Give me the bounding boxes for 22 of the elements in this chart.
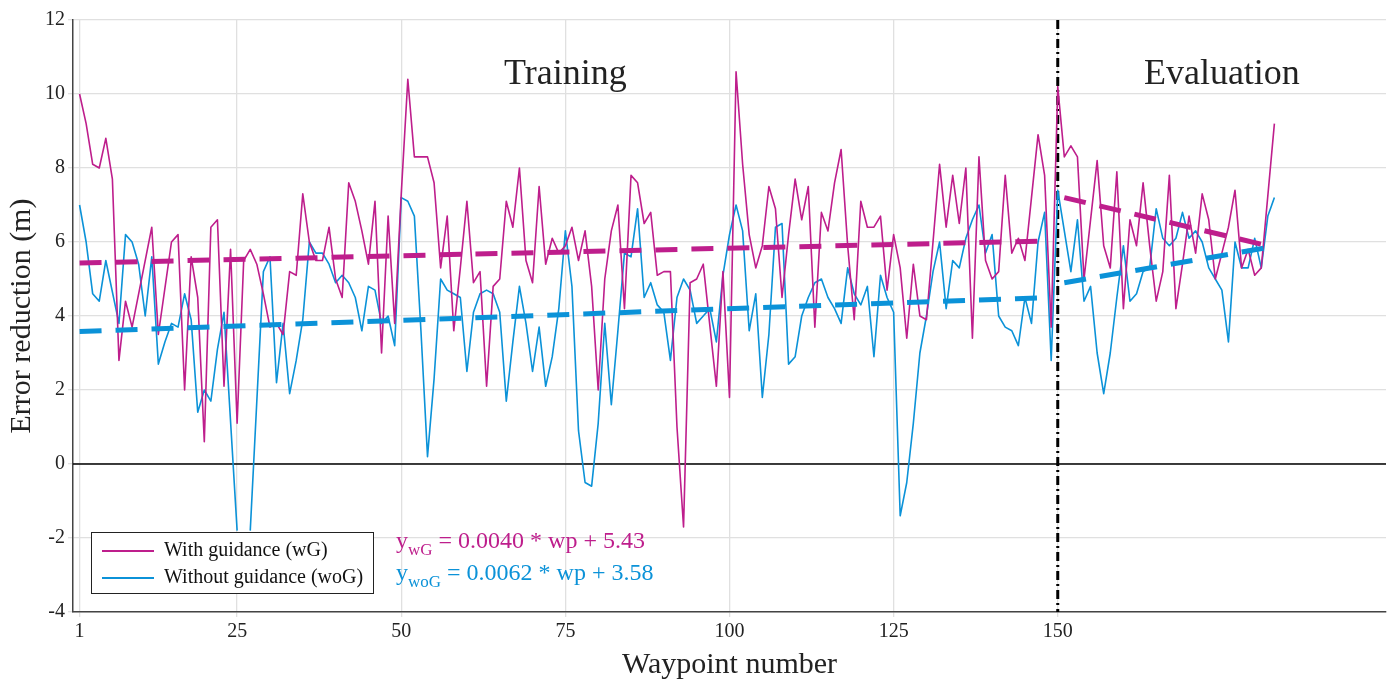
y-tick-label: 8 <box>55 155 65 178</box>
y-tick-label: 0 <box>55 451 65 474</box>
y-tick-label: -4 <box>48 599 65 622</box>
y-axis-title: Error reduction (m) <box>2 198 37 434</box>
annotation: Evaluation <box>1143 52 1300 93</box>
x-tick-label: 50 <box>391 619 412 642</box>
y-tick-label: 12 <box>45 7 65 30</box>
legend-label: Without guidance (woG) <box>164 565 364 587</box>
x-tick-label: 150 <box>1042 619 1073 642</box>
annotation: Training <box>504 52 627 93</box>
x-tick-label: 25 <box>227 619 248 642</box>
x-tick-label: 100 <box>714 619 745 642</box>
x-axis-title: Waypoint number <box>621 645 838 679</box>
legend-label: With guidance (wG) <box>164 538 328 560</box>
y-tick-label: 4 <box>55 303 65 326</box>
y-tick-label: -2 <box>48 525 65 548</box>
x-tick-label: 75 <box>555 619 576 642</box>
x-tick-label: 1 <box>74 619 85 642</box>
y-tick-label: 10 <box>45 81 65 104</box>
x-tick-label: 125 <box>878 619 909 642</box>
y-tick-label: 2 <box>55 377 65 400</box>
y-tick-label: 6 <box>55 229 65 252</box>
